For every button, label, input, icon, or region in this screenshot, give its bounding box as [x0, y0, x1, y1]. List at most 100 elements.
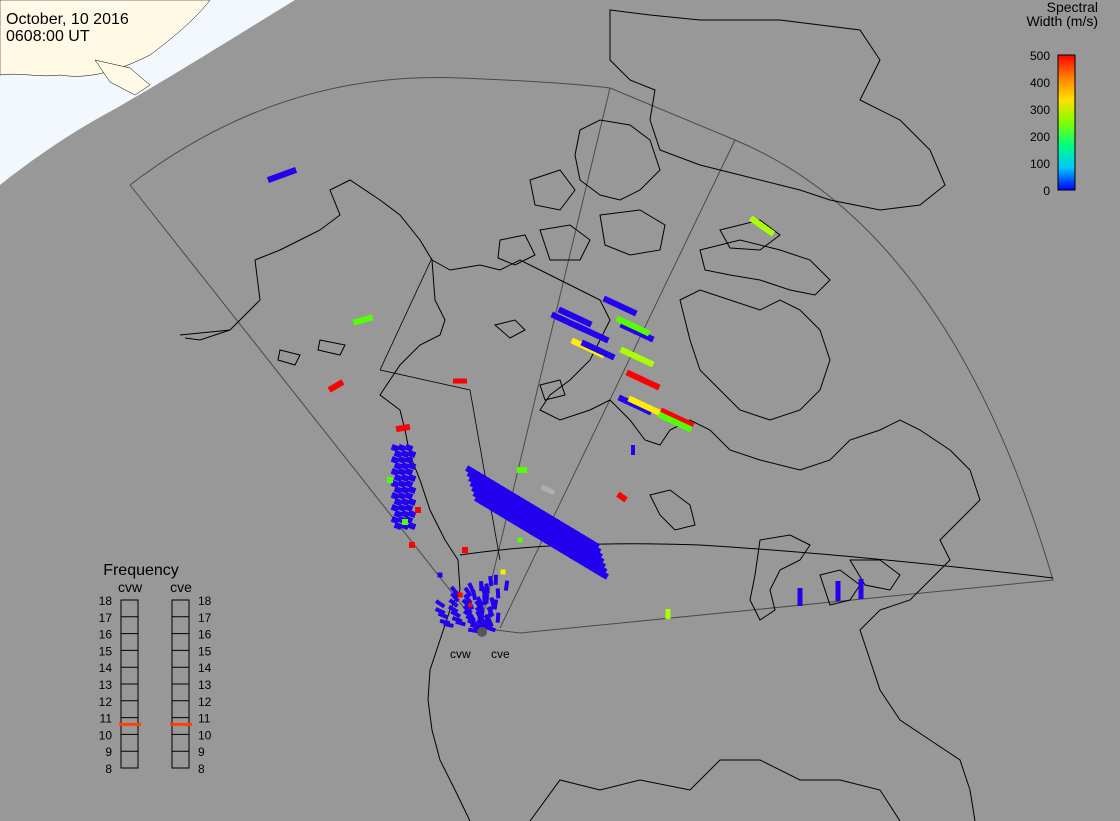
echo-cell [407, 485, 417, 495]
colorbar-tick-label: 100 [1030, 157, 1050, 171]
echo-cell [400, 473, 410, 483]
echo-cell [657, 411, 693, 433]
colorbar-tick-label: 500 [1030, 49, 1050, 63]
echo-cell [402, 519, 408, 525]
echo-cell [450, 609, 462, 619]
frequency-scale-label-left: 14 [99, 661, 113, 675]
echo-cell [437, 611, 449, 620]
echo-cell [400, 497, 410, 507]
echo-cell [580, 339, 616, 361]
echo-cell [390, 443, 400, 453]
colorbar-tick-label: 0 [1043, 184, 1050, 198]
echo-cell [397, 443, 407, 453]
echo-cell [404, 503, 414, 513]
echo-cell [400, 485, 410, 495]
echo-cell [477, 615, 488, 625]
frequency-scale-label-left: 15 [99, 644, 113, 658]
echo-cell [393, 509, 403, 519]
echo-cell [397, 479, 407, 489]
echo-cell [404, 479, 414, 489]
echo-cell [602, 295, 638, 317]
echo-cell [480, 585, 488, 597]
echo-cell [407, 509, 417, 519]
echo-cell [407, 449, 417, 459]
echo-cell [450, 592, 460, 603]
echo-cell [631, 445, 635, 455]
echo-cell [407, 521, 417, 531]
echo-cell [400, 461, 410, 471]
echo-cell [495, 588, 501, 599]
frequency-left-label: cvw [118, 579, 143, 595]
echo-cell [625, 369, 661, 391]
colorbar-tick-label: 300 [1030, 103, 1050, 117]
echo-cell [387, 477, 393, 483]
radar-echoes [266, 167, 864, 634]
frequency-scale-label-left: 13 [99, 678, 113, 692]
echo-cell [540, 484, 556, 496]
echo-cell [448, 598, 459, 608]
radar-sites: cvw cve [450, 627, 510, 661]
echo-cell [615, 315, 651, 337]
echo-cell [404, 491, 414, 501]
echo-cell [390, 455, 400, 465]
echo-cell [503, 580, 510, 591]
date-label: October, 10 2016 [6, 11, 129, 28]
echo-cell [476, 618, 485, 630]
echo-cell [397, 503, 407, 513]
frequency-scale-label-right: 16 [198, 628, 212, 642]
colorbar-title-line2: Width (m/s) [1026, 13, 1098, 29]
echo-cell [404, 443, 414, 453]
echo-cell [393, 521, 403, 531]
echo-cell [266, 167, 298, 183]
echo-cell [407, 497, 417, 507]
echo-cell [415, 507, 421, 513]
echo-cell [463, 593, 473, 605]
frequency-right-label: cve [170, 579, 192, 595]
frequency-scale-label-right: 8 [198, 762, 205, 776]
echo-cell [550, 311, 586, 333]
echo-cell [484, 583, 490, 594]
coastlines [179, 9, 981, 821]
echo-cell [397, 491, 407, 501]
colorbar-title-line1: Spectral [1047, 0, 1098, 15]
radar-label-cvw: cvw [450, 647, 471, 661]
frequency-scale-label-left: 18 [99, 594, 113, 608]
echo-cell [455, 619, 466, 627]
echo-cell [457, 592, 463, 598]
echo-cell [449, 585, 460, 596]
echo-cell [327, 379, 345, 393]
echo-cell [797, 588, 803, 606]
colorbar-bar [1057, 54, 1076, 191]
echo-cell [835, 581, 841, 601]
sunlit-island [94, 59, 151, 96]
echo-cell [616, 491, 628, 503]
echo-cell [397, 455, 407, 465]
colorbar-tick-label: 200 [1030, 130, 1050, 144]
frequency-scale-label-left: 9 [105, 745, 112, 759]
frequency-scale-label-left: 12 [99, 695, 113, 709]
frequency-scale-label-left: 8 [105, 762, 112, 776]
frequency-scale-label-right: 17 [198, 611, 212, 625]
radar-label-cve: cve [491, 647, 510, 661]
radar-site-marker [477, 627, 487, 637]
echo-cell [397, 467, 407, 477]
colorbar-ticks: 0 100 200 300 400 500 [1030, 49, 1050, 198]
echo-cell [517, 467, 527, 473]
echo-cell [617, 394, 653, 416]
frequency-scale-label-right: 15 [198, 644, 212, 658]
echo-cell [437, 572, 443, 578]
frequency-scale-label-right: 13 [198, 678, 212, 692]
echo-cell [400, 509, 410, 519]
frequency-scale-label-left: 17 [99, 611, 113, 625]
frequency-scale-label-right: 9 [198, 745, 205, 759]
echo-cell [500, 569, 506, 575]
echo-cell [489, 596, 496, 608]
echo-cell [858, 579, 864, 599]
colorbar-tick-label: 400 [1030, 76, 1050, 90]
echo-cell [390, 515, 400, 525]
echo-cell [407, 473, 417, 483]
echo-cell [468, 603, 472, 607]
echo-cell [462, 547, 468, 553]
echo-cell [493, 574, 498, 585]
